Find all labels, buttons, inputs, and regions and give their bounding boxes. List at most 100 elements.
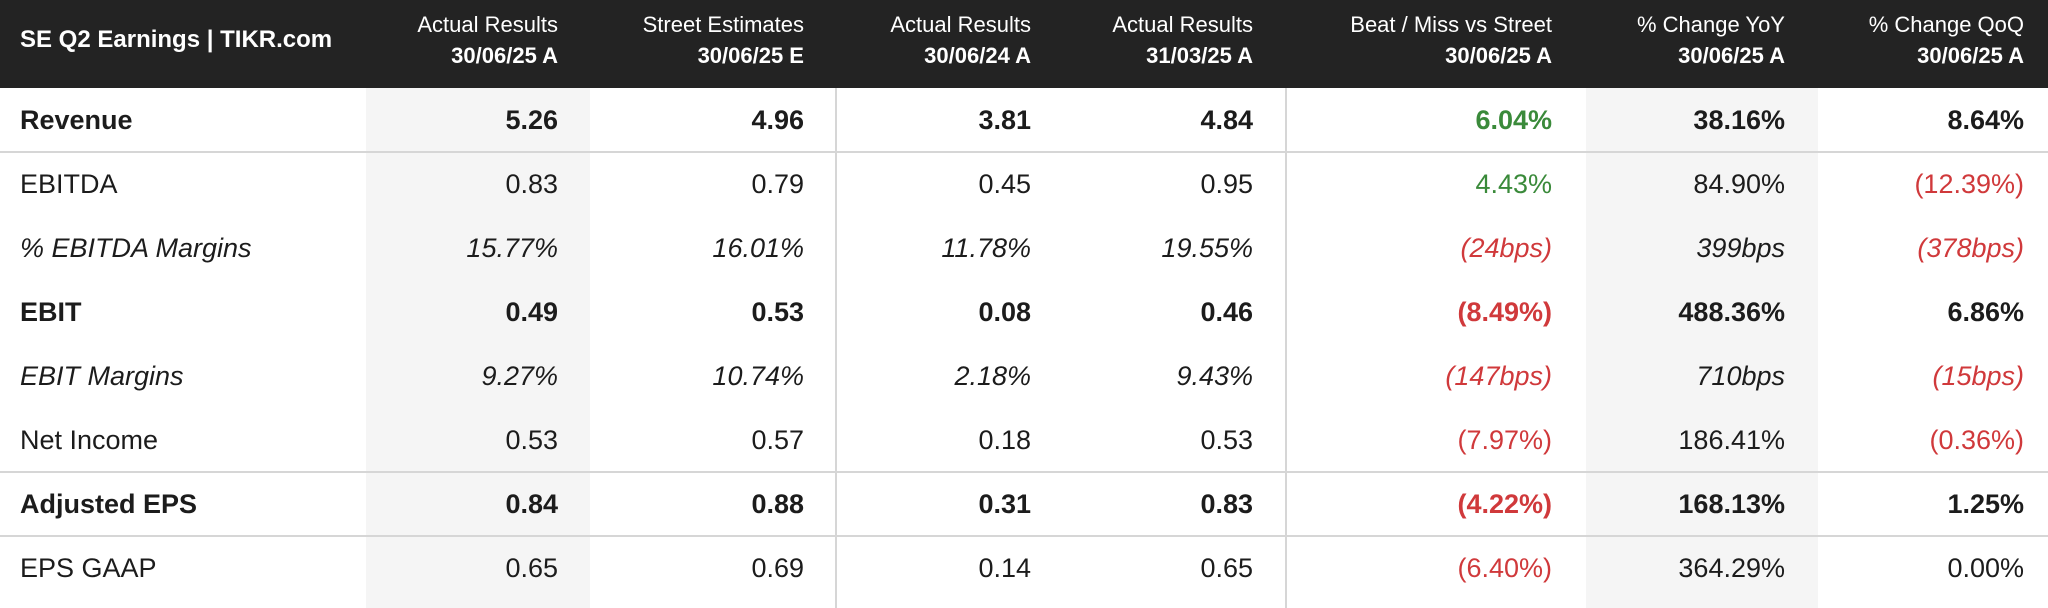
divider-after-estimates xyxy=(835,88,837,608)
table-cell: 5.26 xyxy=(505,105,558,135)
table-cell: 4.43% xyxy=(1475,169,1552,199)
table-cell: 0.53 xyxy=(1200,425,1253,455)
table-cell: 4.96 xyxy=(751,105,804,135)
table-cell: 0.65 xyxy=(505,553,558,583)
row-label: Net Income xyxy=(20,425,159,455)
table-row: Adjusted EPS 0.84 0.88 0.31 0.83 (4.22%) 168.1… xyxy=(0,472,2048,536)
table-row: Net Income 0.53 0.57 0.18 0.53 (7.97%) 186.41%… xyxy=(0,408,2048,472)
column-label: Street Estimates xyxy=(642,12,804,37)
table-cell: 4.84 xyxy=(1200,105,1253,135)
table-cell: 364.29% xyxy=(1678,553,1785,583)
column-header-5: Beat / Miss vs Street 30/06/25 A xyxy=(1272,10,1552,72)
column-header-3: Actual Results 30/06/24 A xyxy=(831,10,1031,72)
column-label: Beat / Miss vs Street xyxy=(1350,12,1552,37)
table-cell: (147bps) xyxy=(1445,361,1552,391)
row-label: Adjusted EPS xyxy=(20,489,198,519)
table-cell: 0.57 xyxy=(751,425,804,455)
column-header-2: Street Estimates 30/06/25 E xyxy=(574,10,804,72)
table-cell: 6.04% xyxy=(1475,105,1552,135)
table-cell: 10.74% xyxy=(712,361,804,391)
row-label: EBITDA xyxy=(20,169,118,199)
row-label: % EBITDA Margins xyxy=(20,233,252,263)
table-cell: 0.31 xyxy=(978,489,1031,519)
table-cell: 0.84 xyxy=(505,489,558,519)
row-label: EBIT xyxy=(20,297,82,327)
table-cell: 0.69 xyxy=(751,553,804,583)
table-cell: 0.65 xyxy=(1200,553,1253,583)
table-cell: 168.13% xyxy=(1678,489,1785,519)
table-cell: 11.78% xyxy=(941,233,1031,263)
table-row: EBITDA 0.83 0.79 0.45 0.95 4.43% 84.90% (12.39%… xyxy=(0,152,2048,216)
row-label: Revenue xyxy=(20,105,133,135)
column-label: % Change QoQ xyxy=(1868,12,2024,37)
table-row: EBIT Margins 9.27% 10.74% 2.18% 9.43% (147bps… xyxy=(0,344,2048,408)
table-cell: 186.41% xyxy=(1678,425,1785,455)
table-cell: 0.14 xyxy=(978,553,1031,583)
row-divider xyxy=(0,151,2048,153)
table-cell: 0.00% xyxy=(1947,553,2024,583)
row-divider xyxy=(0,535,2048,537)
table-cell: 0.45 xyxy=(978,169,1031,199)
column-period: 30/06/25 A xyxy=(1917,43,2024,68)
table-cell: 16.01% xyxy=(712,233,804,263)
column-period: 30/06/25 A xyxy=(451,43,558,68)
table-cell: 9.43% xyxy=(1176,361,1253,391)
table-cell: 9.27% xyxy=(481,361,558,391)
column-header-1: Actual Results 30/06/25 A xyxy=(298,10,558,72)
table-cell: 0.83 xyxy=(505,169,558,199)
table-row: EBIT 0.49 0.53 0.08 0.46 (8.49%) 488.36% 6.86% xyxy=(0,280,2048,344)
column-period: 30/06/24 A xyxy=(924,43,1031,68)
table-cell: (0.36%) xyxy=(1929,425,2024,455)
column-header-4: Actual Results 31/03/25 A xyxy=(1053,10,1253,72)
row-divider xyxy=(0,471,2048,473)
table-cell: 0.88 xyxy=(751,489,804,519)
row-label: EBIT Margins xyxy=(20,361,184,391)
table-cell: 0.53 xyxy=(505,425,558,455)
table-cell: (8.49%) xyxy=(1457,297,1552,327)
table-cell: 2.18% xyxy=(954,361,1031,391)
column-period: 31/03/25 A xyxy=(1146,43,1253,68)
column-period: 30/06/25 A xyxy=(1445,43,1552,68)
table-cell: 710bps xyxy=(1696,361,1785,391)
row-label: EPS GAAP xyxy=(20,553,157,583)
table-title: SE Q2 Earnings | TIKR.com xyxy=(20,26,333,53)
table-cell: 0.83 xyxy=(1200,489,1253,519)
table-cell: 15.77% xyxy=(466,233,558,263)
table-cell: (4.22%) xyxy=(1457,489,1552,519)
table-cell: (6.40%) xyxy=(1457,553,1552,583)
table-cell: 19.55% xyxy=(1161,233,1253,263)
shade-actual-current xyxy=(366,88,590,608)
column-label: % Change YoY xyxy=(1636,12,1785,37)
table-cell: (24bps) xyxy=(1460,233,1552,263)
shade-yoy xyxy=(1586,88,1818,608)
table-cell: 0.79 xyxy=(751,169,804,199)
column-label: Actual Results xyxy=(890,12,1031,37)
column-period: 30/06/25 E xyxy=(697,43,804,68)
table-cell: 0.49 xyxy=(505,297,558,327)
column-label: Actual Results xyxy=(417,12,558,37)
table-row: Revenue 5.26 4.96 3.81 4.84 6.04% 38.16% 8.64% xyxy=(0,88,2048,152)
table-cell: (378bps) xyxy=(1917,233,2024,263)
table-header: SE Q2 Earnings | TIKR.com Actual Results… xyxy=(0,0,2048,88)
table-row: % EBITDA Margins 15.77% 16.01% 11.78% 19.55%… xyxy=(0,216,2048,280)
table-cell: 3.81 xyxy=(978,105,1031,135)
table-cell: (15bps) xyxy=(1932,361,2024,391)
table-cell: 0.08 xyxy=(978,297,1031,327)
column-label: Actual Results xyxy=(1112,12,1253,37)
column-header-7: % Change QoQ 30/06/25 A xyxy=(1824,10,2024,72)
table-cell: 84.90% xyxy=(1693,169,1785,199)
table-cell: 6.86% xyxy=(1947,297,2024,327)
table-cell: 399bps xyxy=(1696,233,1785,263)
divider-before-beatmiss xyxy=(1285,88,1287,608)
table-cell: 1.25% xyxy=(1947,489,2024,519)
table-cell: 0.53 xyxy=(751,297,804,327)
table-cell: 8.64% xyxy=(1947,105,2024,135)
table-cell: 488.36% xyxy=(1678,297,1785,327)
table-cell: (7.97%) xyxy=(1457,425,1552,455)
column-period: 30/06/25 A xyxy=(1678,43,1785,68)
table-cell: 38.16% xyxy=(1693,105,1785,135)
table-cell: (12.39%) xyxy=(1914,169,2024,199)
table-cell: 0.18 xyxy=(978,425,1031,455)
column-header-6: % Change YoY 30/06/25 A xyxy=(1585,10,1785,72)
